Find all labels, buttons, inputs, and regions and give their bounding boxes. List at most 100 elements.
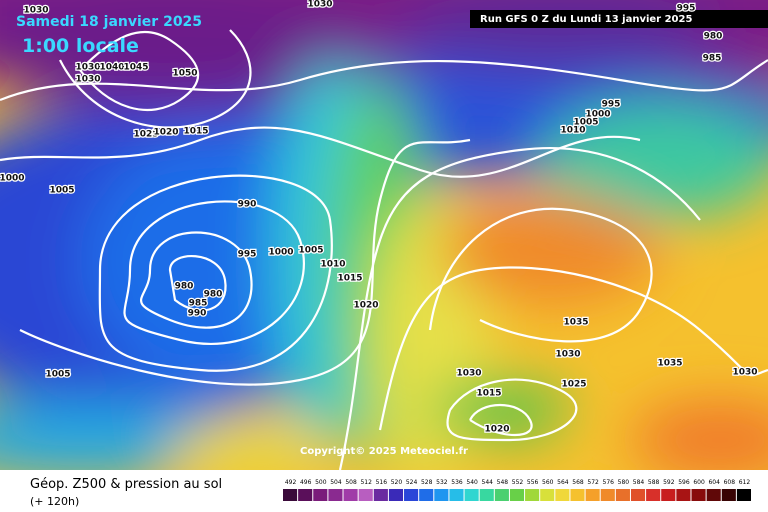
scale-swatch	[706, 489, 721, 501]
scale-label: 540	[466, 479, 478, 486]
isobar-label: 1025	[561, 380, 586, 390]
scale-label: 552	[512, 479, 524, 486]
scale-label: 564	[557, 479, 569, 486]
scale-label: 608	[724, 479, 736, 486]
scale-swatch	[646, 489, 661, 501]
scale-swatch	[449, 489, 464, 501]
scale-swatch	[615, 489, 630, 501]
copyright: Copyright© 2025 Meteociel.fr	[300, 446, 468, 457]
isobar-label: 990	[238, 200, 257, 210]
scale-label: 604	[708, 479, 720, 486]
isobar-label: 1030	[555, 350, 580, 360]
scale-swatch	[570, 489, 585, 501]
scale-label: 600	[693, 479, 705, 486]
scale-swatch	[464, 489, 479, 501]
scale-label: 528	[421, 479, 433, 486]
scale-label: 596	[678, 479, 690, 486]
scale-label: 612	[739, 479, 751, 486]
isobar-label: 1030	[456, 369, 481, 379]
scale-label: 544	[482, 479, 494, 486]
scale-label: 532	[436, 479, 448, 486]
isobar-label: 995	[677, 4, 696, 14]
isobar-label: 995	[602, 100, 621, 110]
valid-date: Samedi 18 janvier 2025	[16, 14, 202, 30]
isobar-label: 1025	[133, 130, 158, 140]
isobar-label: 1030	[732, 368, 757, 378]
isobar-label: 1035	[657, 359, 682, 369]
isobar-label: 1030	[307, 0, 332, 10]
scale-label: 568	[572, 479, 584, 486]
scale-swatch	[736, 489, 751, 501]
scale-label: 512	[360, 479, 372, 486]
scale-swatch	[419, 489, 434, 501]
scale-label: 492	[285, 479, 297, 486]
scale-swatch	[630, 489, 646, 501]
local-time: 1:00 locale	[22, 35, 139, 57]
run-info: Run GFS 0 Z du Lundi 13 janvier 2025	[480, 14, 692, 25]
scale-label: 592	[663, 479, 675, 486]
scale-swatch	[509, 489, 525, 501]
scale-swatch	[298, 489, 313, 501]
isobar-label: 1000	[268, 248, 293, 258]
scale-swatch	[434, 489, 449, 501]
scale-swatch	[283, 489, 298, 501]
scale-label: 576	[603, 479, 615, 486]
footer-title: Géop. Z500 & pression au sol	[30, 477, 222, 492]
scale-label: 588	[648, 479, 660, 486]
isobar-label: 1030	[75, 75, 100, 85]
isobar-label: 1010	[320, 260, 345, 270]
run-banner	[470, 10, 768, 28]
scale-swatch	[600, 489, 615, 501]
scale-label: 560	[542, 479, 554, 486]
isobar-label: 1020	[484, 425, 509, 435]
isobar-label: 1050	[172, 69, 197, 79]
isobar-label: 1005	[573, 118, 598, 128]
color-scale: 492 496 500 504 508 512 516 520 524 528 532 536 540 5…	[283, 479, 751, 501]
isobar-label: 1010	[560, 126, 585, 136]
isobar-label: 1015	[476, 389, 501, 399]
scale-label: 496	[300, 479, 312, 486]
scale-swatch	[721, 489, 736, 501]
isobar-label: 985	[703, 54, 722, 64]
scale-label: 524	[406, 479, 418, 486]
isobar-label: 985	[189, 299, 208, 309]
isobar-label: 980	[704, 32, 723, 42]
scale-swatch	[676, 489, 691, 501]
scale-swatch	[494, 489, 509, 501]
scale-label: 500	[315, 479, 327, 486]
scale-swatch	[540, 489, 555, 501]
scale-label: 508	[345, 479, 357, 486]
scale-label: 580	[618, 479, 630, 486]
isobar-label: 1020	[353, 301, 378, 311]
isobar-label: 980	[204, 290, 223, 300]
scale-label: 556	[527, 479, 539, 486]
scale-swatch	[313, 489, 328, 501]
scale-label: 572	[587, 479, 599, 486]
scale-label: 536	[451, 479, 463, 486]
isobar-label: 1005	[45, 370, 70, 380]
isobar-label: 1030	[75, 63, 100, 73]
scale-swatch	[404, 489, 419, 501]
isobar-label: 990	[188, 309, 207, 319]
isobar-label: 1000	[0, 174, 25, 184]
isobar-label: 1040	[99, 63, 124, 73]
scale-label: 548	[497, 479, 509, 486]
footer-lead: (+ 120h)	[30, 495, 79, 508]
scale-swatch	[328, 489, 343, 501]
isobar-label: 1030	[23, 6, 48, 16]
scale-swatch	[388, 489, 404, 501]
isobar-label: 1015	[183, 127, 208, 137]
isobar-label: 995	[238, 250, 257, 260]
isobar-label: 1035	[563, 318, 588, 328]
scale-swatch	[555, 489, 570, 501]
isobar-label: 1005	[49, 186, 74, 196]
isobar-label: 1015	[337, 274, 362, 284]
isobar-label: 1000	[585, 110, 610, 120]
isobar-label: 1045	[123, 63, 148, 73]
scale-label: 504	[330, 479, 342, 486]
scale-swatch	[691, 489, 706, 501]
scale-swatch	[585, 489, 600, 501]
scale-swatch	[479, 489, 494, 501]
scale-label: 516	[376, 479, 388, 486]
